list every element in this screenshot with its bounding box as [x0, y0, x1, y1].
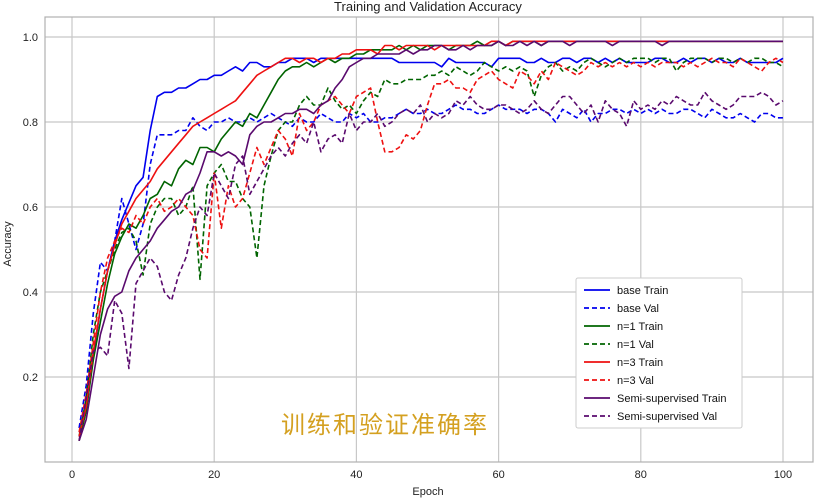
series-line: [78, 57, 784, 437]
legend-label: Semi-supervised Val: [617, 411, 717, 423]
series-line: [78, 104, 783, 429]
legend-label: n=1 Val: [617, 339, 654, 351]
plot-frame: [44, 16, 814, 463]
series-line: [78, 57, 784, 437]
y-tick-label: 0.2: [23, 372, 38, 384]
y-tick-label: 0.8: [23, 117, 38, 129]
x-tick-label: 60: [492, 469, 504, 481]
y-tick-label: 0.4: [23, 287, 38, 299]
y-tick-label: 0.6: [23, 202, 38, 214]
series-line: [78, 57, 784, 433]
x-axis-label: Epoch: [412, 486, 443, 498]
chinese-annotation: 训练和验证准确率: [281, 411, 489, 439]
legend-label: base Train: [617, 285, 668, 297]
legend-label: n=1 Train: [617, 321, 663, 333]
legend-label: Semi-supervised Train: [617, 393, 726, 405]
x-tick-label: 100: [774, 469, 792, 481]
legend-label: n=3 Val: [617, 375, 654, 387]
x-axis-ticks: 0 20 40 60 80 100: [69, 469, 792, 481]
y-axis-label: Accuracy: [2, 221, 14, 267]
x-tick-label: 20: [208, 469, 220, 481]
chart-title: Training and Validation Accuracy: [334, 0, 522, 14]
legend-box: [575, 277, 743, 429]
series-lines: [78, 40, 784, 442]
legend-label: n=3 Train: [617, 357, 663, 369]
x-tick-label: 0: [69, 469, 75, 481]
series-line: [78, 91, 784, 441]
legend: base Train base Val n=1 Train n=1 Val n=3 Tr…: [575, 277, 743, 429]
legend-label: base Val: [617, 303, 659, 315]
x-tick-label: 40: [350, 469, 362, 481]
y-tick-label: 1.0: [23, 32, 38, 44]
y-axis-ticks: 0.2 0.4 0.6 0.8 1.0: [23, 32, 38, 384]
x-tick-label: 80: [635, 469, 647, 481]
series-line: [78, 40, 783, 442]
